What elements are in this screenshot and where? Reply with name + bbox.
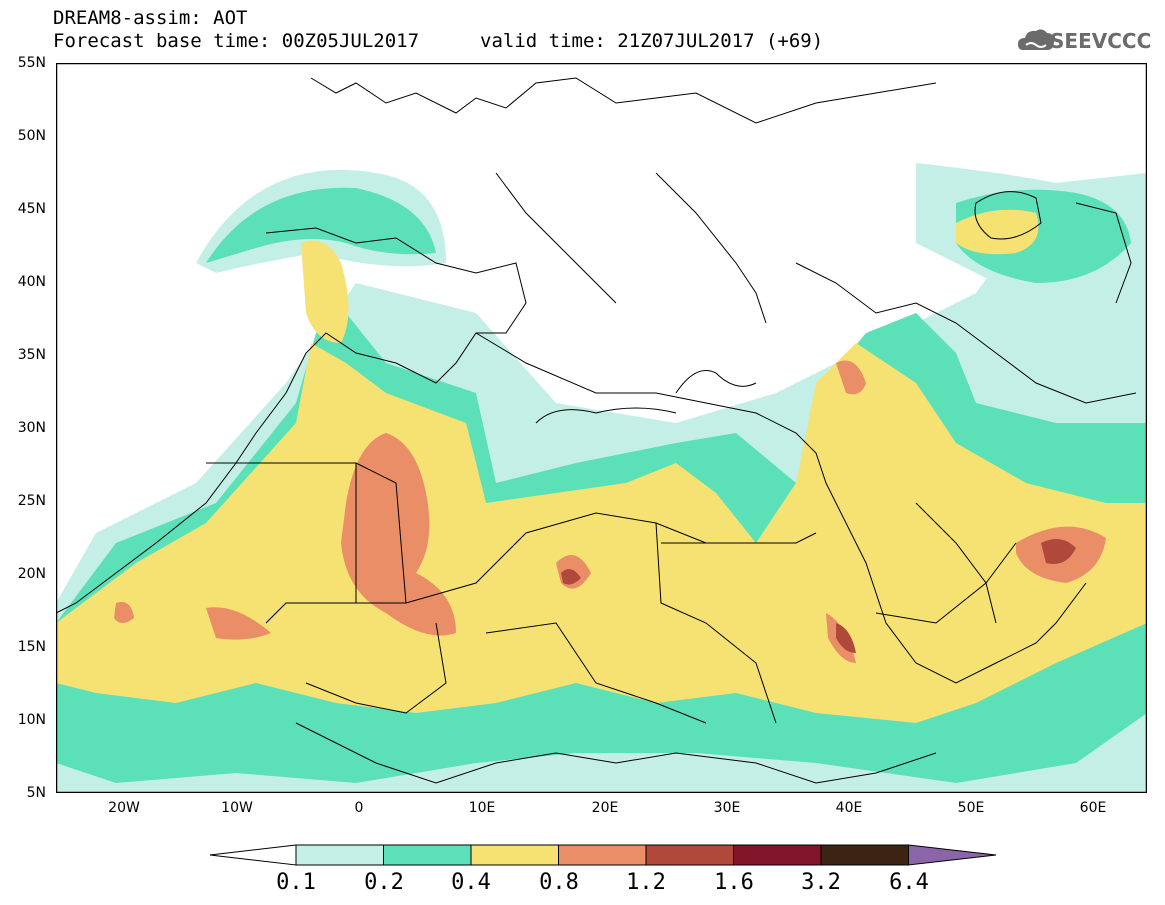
lat-label-20n: 20N [17,566,46,582]
lon-label-20w: 20W [108,800,140,816]
lon-label-30e: 30E [713,800,741,816]
lat-label-35n: 35N [17,347,46,363]
lon-label-10e: 10E [468,800,496,816]
legend-label-1.6: 1.6 [714,870,754,895]
lon-label-20e: 20E [591,800,619,816]
lat-label-30n: 30N [17,420,46,436]
lat-label-50n: 50N [17,128,46,144]
legend-swatch-6 [733,844,822,866]
lat-label-5n: 5N [26,785,46,801]
legend-label-0.4: 0.4 [451,870,491,895]
cloud-logo-icon [1018,29,1054,50]
aot-level-0.4-region [56,343,1147,723]
legend-swatch-5 [645,844,734,866]
legend-label-0.1: 0.1 [276,870,316,895]
lat-label-10n: 10N [17,712,46,728]
lon-label-50e: 50E [957,800,985,816]
logo-text: SEEVCCC [1050,29,1152,53]
legend-swatch-7 [820,844,909,866]
forecast-base-time: Forecast base time: 00Z05JUL2017 [53,30,420,52]
lat-label-45n: 45N [17,201,46,217]
lat-label-55n: 55N [17,55,46,71]
map-title: DREAM8-assim: AOT [53,7,248,29]
legend-swatch-2 [383,844,472,866]
lat-label-15n: 15N [17,639,46,655]
valid-time: valid time: 21Z07JUL2017 (+69) [480,30,824,52]
lon-label-0: 0 [354,800,364,816]
lon-label-40e: 40E [835,800,863,816]
legend-arrow-high [908,844,997,866]
legend-swatch-1 [295,844,384,866]
lon-label-10w: 10W [221,800,253,816]
aot-level-0.8-region [341,433,456,636]
legend-label-0.2: 0.2 [364,870,404,895]
legend-label-0.8: 0.8 [539,870,579,895]
legend-arrow-low [209,844,297,866]
legend-label-6.4: 6.4 [889,870,929,895]
legend-label-3.2: 3.2 [801,870,841,895]
legend-swatch-4 [558,844,647,866]
lat-label-40n: 40N [17,274,46,290]
lat-label-25n: 25N [17,493,46,509]
legend-swatch-3 [470,844,559,866]
legend-label-1.2: 1.2 [626,870,666,895]
color-legend-bar [209,844,997,866]
lon-label-60e: 60E [1079,800,1107,816]
country-borders [56,77,1137,784]
aot-level-1.2-region [561,569,581,585]
aot-forecast-map [56,63,1147,793]
